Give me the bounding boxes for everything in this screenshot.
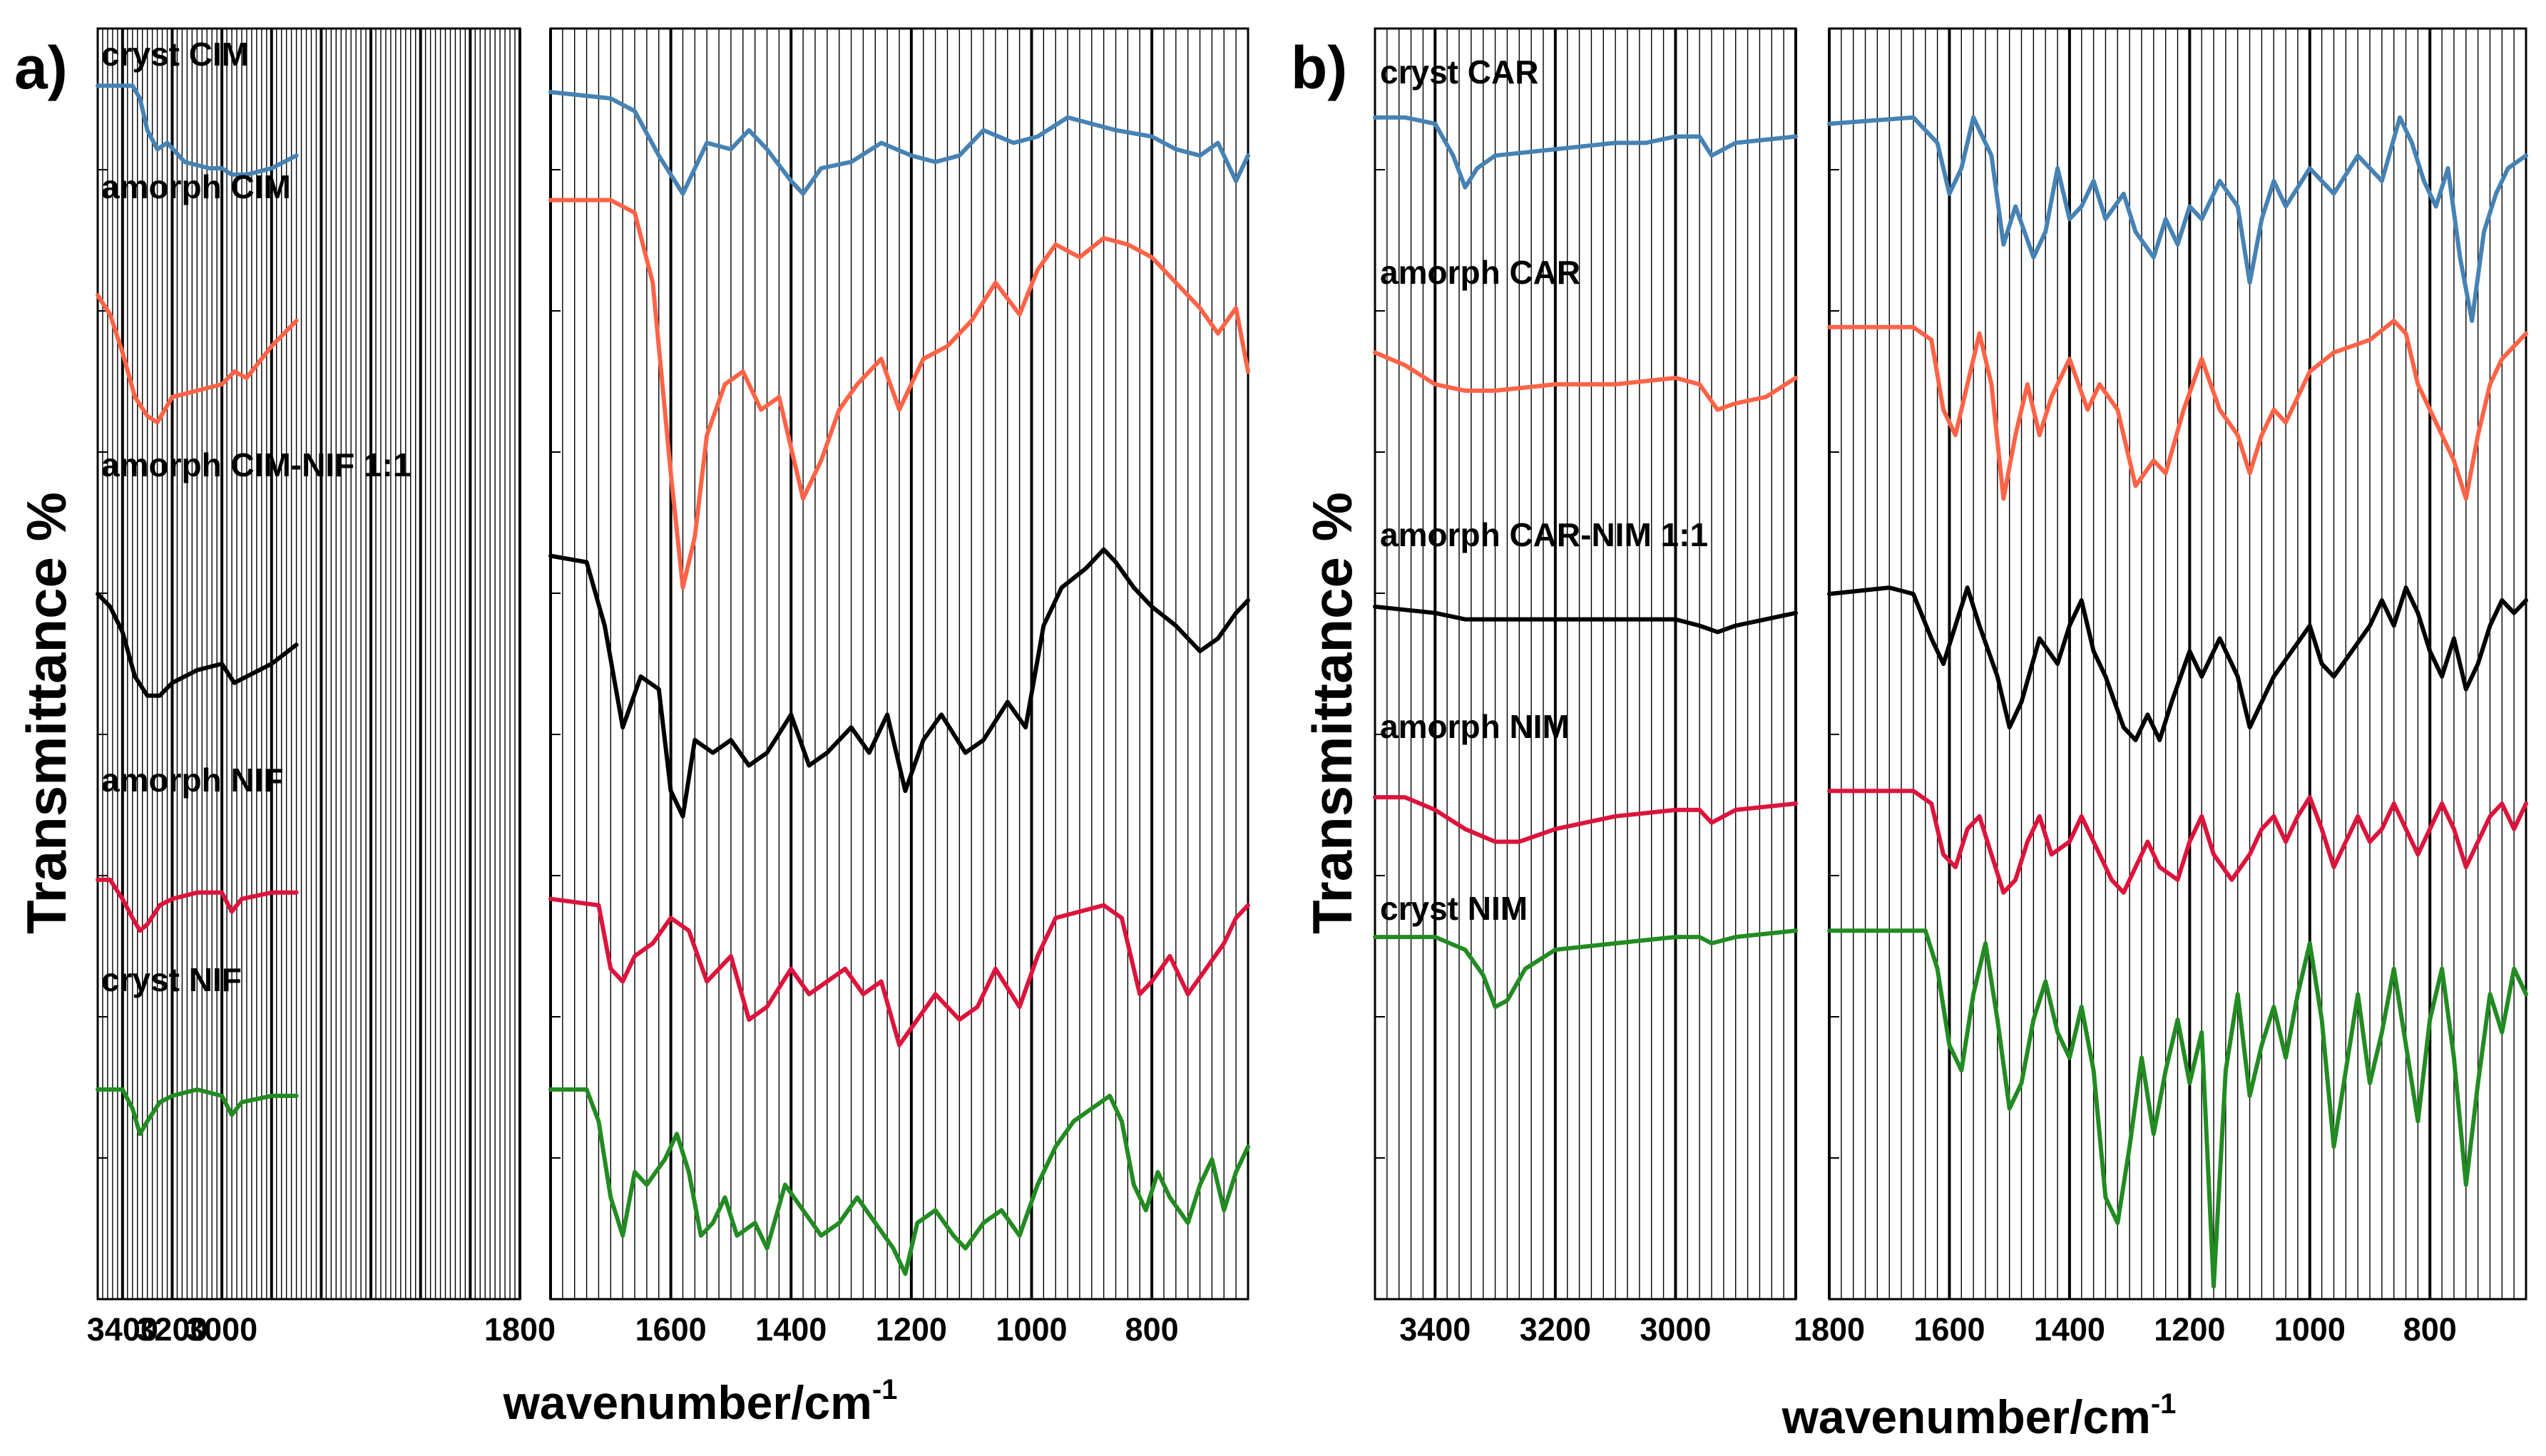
- x-tick-label: 1400: [2034, 1311, 2105, 1348]
- series-line-amorph-cim-nif-1-1: [548, 547, 1250, 819]
- series-label: amorph NIM: [1380, 708, 1570, 745]
- series-line-amorph-car: [1373, 350, 1798, 412]
- series-label: cryst NIF: [101, 961, 242, 998]
- x-tick-label: 1600: [635, 1311, 707, 1348]
- panel-b-x-axis-label: wavenumber/cm-1: [1781, 1388, 2177, 1443]
- x-tick-label: 1600: [1913, 1311, 1985, 1348]
- series-label: cryst CAR: [1380, 53, 1538, 91]
- series-line-amorph-cim: [96, 293, 299, 425]
- panel-b-letter: b): [1291, 34, 1347, 101]
- series-line-amorph-car-nim-1-1: [1373, 604, 1798, 635]
- series-line-amorph-nim: [1827, 789, 2528, 895]
- panel-b: b) Transmittance % wavenumber/cm-1 3400 3…: [1291, 27, 2528, 1443]
- panel-a-x-axis-label-superscript: -1: [872, 1374, 898, 1405]
- series-line-amorph-nif: [548, 896, 1250, 1047]
- panel-a-plot-frame: [96, 27, 521, 1301]
- panel-b-plot-frame: [1828, 27, 2527, 1301]
- x-tick-label: 1000: [2274, 1311, 2346, 1348]
- series-line-cryst-car: [1373, 115, 1798, 190]
- series-line-cryst-nif: [96, 1087, 299, 1137]
- x-tick-label: 1000: [996, 1311, 1067, 1348]
- panel-b-y-axis-label: Transmittance %: [1301, 492, 1364, 934]
- panel-b-plot-left: 3400 3200 3000: [1373, 27, 1798, 1348]
- panel-a-plot-right: 1600 1400 1200 1000 800: [548, 27, 1250, 1348]
- panel-a: a) Transmittance % wavenumber/cm-1 34003…: [14, 27, 1250, 1429]
- x-tick-label: 1200: [2154, 1311, 2225, 1348]
- x-tick-label: 1800: [484, 1311, 556, 1348]
- series-line-cryst-cim: [96, 83, 299, 177]
- series-line-amorph-nim: [1373, 795, 1798, 844]
- panel-a-y-axis-label: Transmittance %: [15, 492, 78, 934]
- panel-b-x-axis-label-text: wavenumber/cm: [1781, 1390, 2151, 1443]
- x-tick-label: 800: [2403, 1311, 2457, 1348]
- x-tick-label: 3400: [87, 1311, 158, 1348]
- series-label: amorph CAR-NIM 1:1: [1380, 516, 1708, 553]
- x-tick-label: 1800: [1794, 1311, 1865, 1348]
- series-line-cryst-nif: [548, 1087, 1250, 1276]
- series-label: amorph CIM-NIF 1:1: [101, 446, 411, 483]
- series-label: amorph CAR: [1380, 254, 1580, 291]
- x-tick-label: 3400: [1399, 1311, 1471, 1348]
- series-line-cryst-car: [1827, 115, 2528, 323]
- series-line-amorph-cim: [548, 198, 1250, 590]
- series-label: cryst CIM: [101, 36, 249, 73]
- panel-b-plot-right: 1800 1600 1400 1200 1000 800: [1794, 27, 2528, 1348]
- series-line-cryst-nim: [1827, 928, 2528, 1289]
- x-tick-label: 800: [1125, 1311, 1179, 1348]
- series-line-cryst-nim: [1373, 928, 1798, 1010]
- x-tick-label: 1400: [755, 1311, 827, 1348]
- panel-a-x-axis-label-text: wavenumber/cm: [503, 1376, 872, 1429]
- x-tick-label: 3200: [136, 1311, 208, 1348]
- panel-a-letter: a): [14, 34, 68, 101]
- panel-a-plot-frame: [549, 27, 1249, 1301]
- series-line-amorph-cim-nif-1-1: [96, 592, 299, 698]
- panel-a-x-axis-label: wavenumber/cm-1: [503, 1374, 898, 1429]
- series-line-amorph-nif: [96, 877, 299, 933]
- x-tick-label: 1200: [876, 1311, 947, 1348]
- series-line-cryst-cim: [548, 90, 1250, 196]
- x-tick-label: 3000: [1640, 1311, 1711, 1348]
- series-label: cryst NIM: [1380, 890, 1528, 927]
- series-line-amorph-car-nim-1-1: [1827, 585, 2528, 742]
- series-label: amorph NIF: [101, 762, 284, 799]
- series-label: amorph CIM: [101, 168, 291, 205]
- panel-b-x-axis-label-superscript: -1: [2151, 1388, 2177, 1420]
- panel-b-plot-frame: [1374, 27, 1797, 1301]
- x-tick-label: 3000: [186, 1311, 257, 1348]
- x-tick-label: 3200: [1520, 1311, 1591, 1348]
- series-line-amorph-car: [1827, 318, 2528, 501]
